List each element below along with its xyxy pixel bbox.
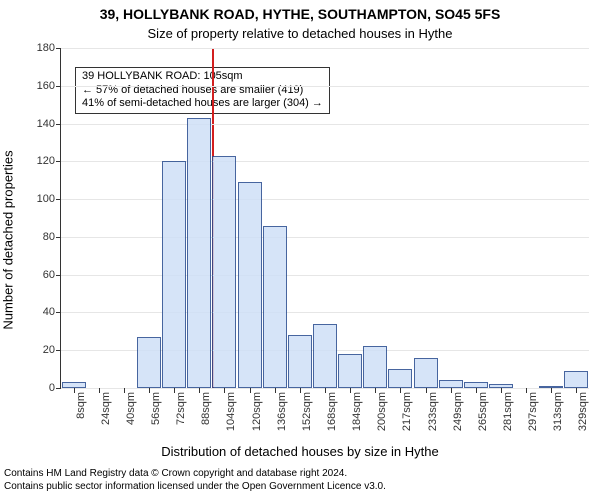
bar xyxy=(338,354,362,388)
xtick-label: 233sqm xyxy=(427,392,439,431)
chart-footer: Contains HM Land Registry data © Crown c… xyxy=(4,468,596,493)
ytick-label: 0 xyxy=(49,382,61,394)
xtick-label: 329sqm xyxy=(577,392,589,431)
gridline xyxy=(61,48,589,49)
xtick-label: 152sqm xyxy=(301,392,313,431)
chart-subtitle: Size of property relative to detached ho… xyxy=(0,26,600,41)
xtick-label: 8sqm xyxy=(75,392,87,419)
xtick-label: 200sqm xyxy=(376,392,388,431)
bar xyxy=(388,369,412,388)
annotation-line: 41% of semi-detached houses are larger (… xyxy=(82,97,323,111)
gridline xyxy=(61,312,589,313)
bar xyxy=(238,182,262,388)
chart-container: 39, HOLLYBANK ROAD, HYTHE, SOUTHAMPTON, … xyxy=(0,0,600,500)
xtick-label: 281sqm xyxy=(502,392,514,431)
bar xyxy=(288,335,312,388)
xtick-label: 265sqm xyxy=(477,392,489,431)
ytick-label: 60 xyxy=(43,269,61,281)
bar xyxy=(162,161,186,388)
y-axis-label: Number of detached properties xyxy=(1,150,16,329)
bar xyxy=(187,118,211,388)
xtick-label: 56sqm xyxy=(150,392,162,425)
footer-line-1: Contains HM Land Registry data © Crown c… xyxy=(4,468,596,481)
ytick-label: 160 xyxy=(37,80,61,92)
xtick-label: 168sqm xyxy=(326,392,338,431)
xtick-label: 40sqm xyxy=(125,392,137,425)
ytick-label: 180 xyxy=(37,42,61,54)
xtick-label: 120sqm xyxy=(251,392,263,431)
annotation-line: 39 HOLLYBANK ROAD: 105sqm xyxy=(82,70,323,84)
gridline xyxy=(61,161,589,162)
xtick-label: 249sqm xyxy=(452,392,464,431)
chart-title: 39, HOLLYBANK ROAD, HYTHE, SOUTHAMPTON, … xyxy=(0,6,600,22)
gridline xyxy=(61,124,589,125)
xtick-label: 136sqm xyxy=(276,392,288,431)
footer-line-2: Contains public sector information licen… xyxy=(4,481,596,494)
plot-area: 39 HOLLYBANK ROAD: 105sqm← 57% of detach… xyxy=(60,48,589,389)
gridline xyxy=(61,237,589,238)
bar xyxy=(313,324,337,388)
xtick-label: 297sqm xyxy=(527,392,539,431)
annotation-box: 39 HOLLYBANK ROAD: 105sqm← 57% of detach… xyxy=(75,67,330,114)
ytick-label: 100 xyxy=(37,193,61,205)
xtick-label: 104sqm xyxy=(225,392,237,431)
ytick-label: 80 xyxy=(43,231,61,243)
gridline xyxy=(61,275,589,276)
gridline xyxy=(61,199,589,200)
bar xyxy=(212,156,236,388)
xtick-label: 217sqm xyxy=(401,392,413,431)
x-axis-label: Distribution of detached houses by size … xyxy=(0,444,600,459)
ytick-label: 140 xyxy=(37,118,61,130)
bar xyxy=(137,337,161,388)
bar xyxy=(564,371,588,388)
xtick-label: 88sqm xyxy=(200,392,212,425)
bar xyxy=(263,226,287,388)
bar xyxy=(439,380,463,388)
xtick-label: 24sqm xyxy=(100,392,112,425)
gridline xyxy=(61,86,589,87)
xtick-label: 313sqm xyxy=(552,392,564,431)
bar xyxy=(414,358,438,388)
xtick-label: 72sqm xyxy=(175,392,187,425)
ytick-label: 120 xyxy=(37,155,61,167)
xtick-label: 184sqm xyxy=(351,392,363,431)
ytick-label: 20 xyxy=(43,344,61,356)
ytick-label: 40 xyxy=(43,306,61,318)
bar xyxy=(363,346,387,388)
